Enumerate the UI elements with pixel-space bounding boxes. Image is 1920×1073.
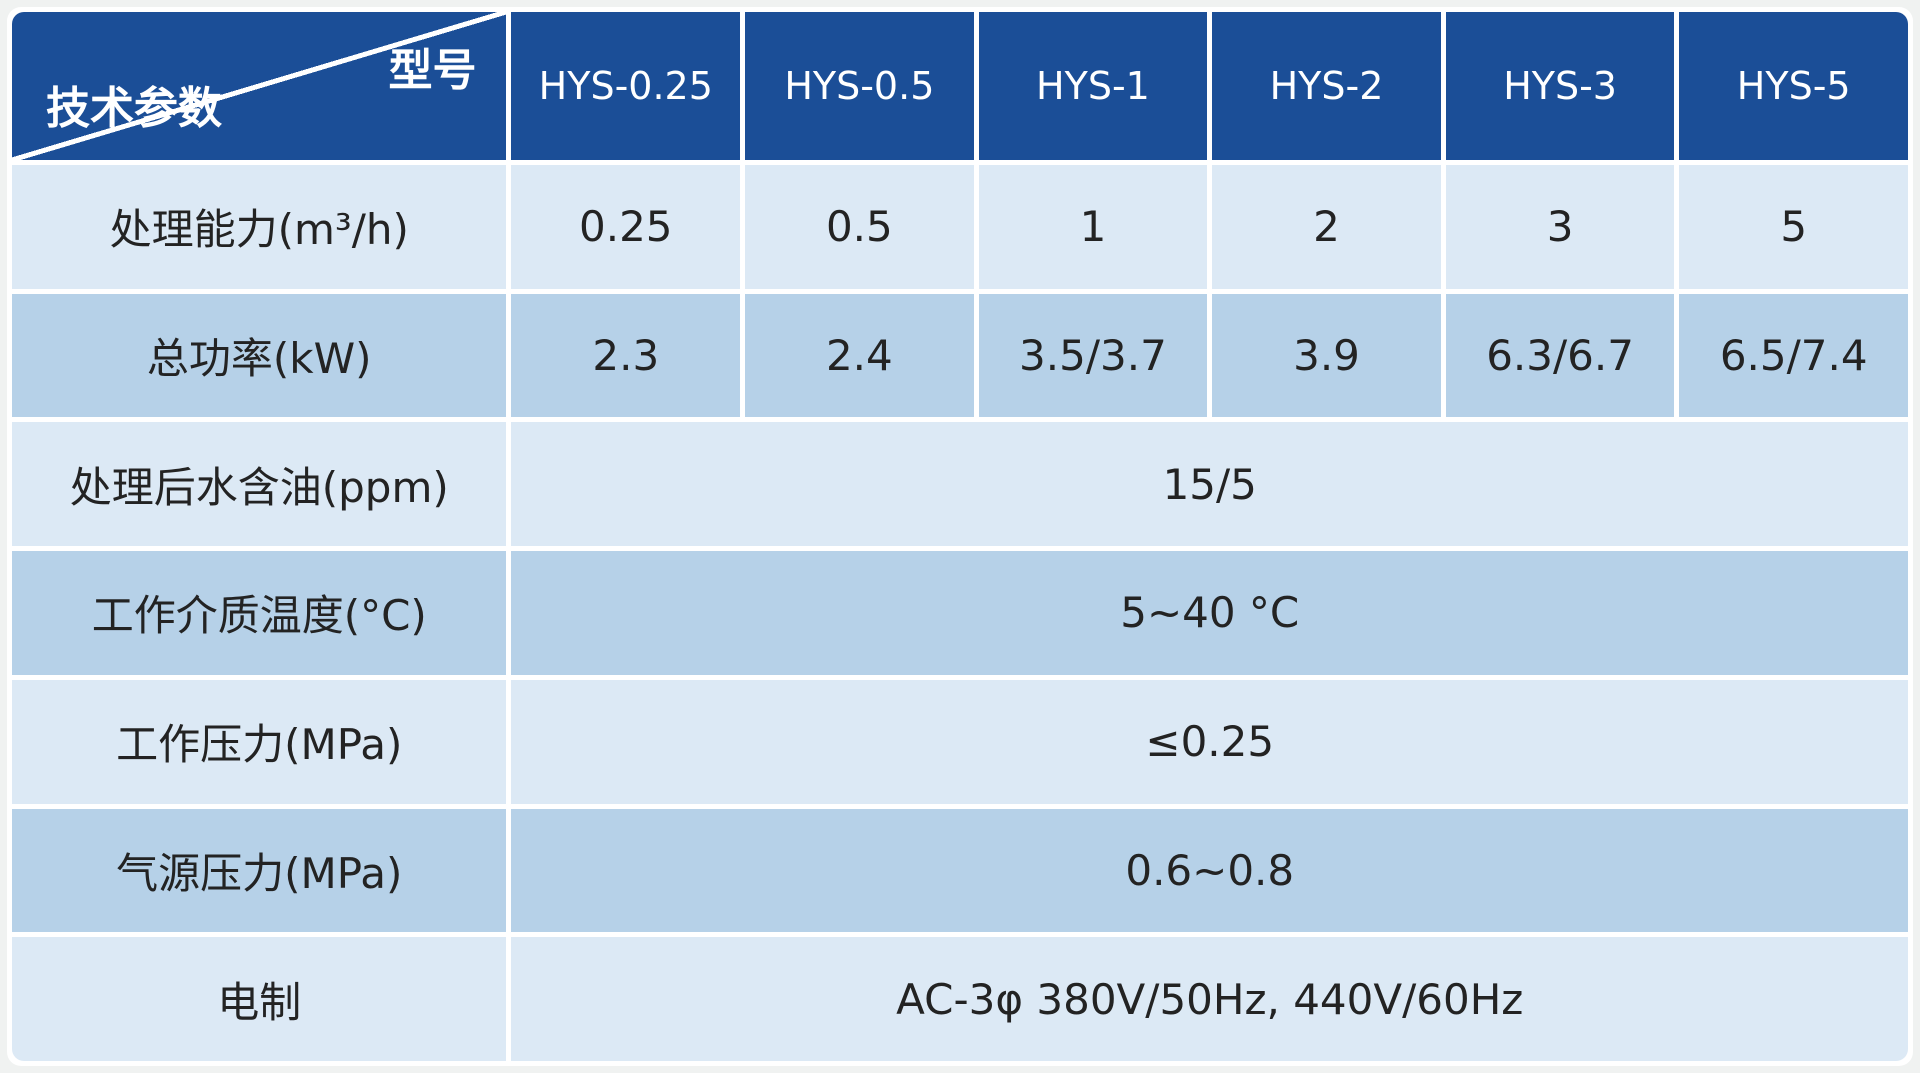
row-label-electrical-system: 电制 xyxy=(12,937,507,1061)
working-pressure-value: ≤0.25 xyxy=(511,679,1908,804)
medium-temperature-value: 5~40 °C xyxy=(511,551,1908,675)
power-value-hys-0-5: 2.4 xyxy=(745,293,974,418)
table-row-capacity: 处理能力(m³/h) 0.25 0.5 1 2 3 5 xyxy=(12,165,1908,289)
row-label-total-power: 总功率(kW) xyxy=(12,293,507,418)
capacity-value-hys-2: 2 xyxy=(1212,165,1441,289)
row-label-medium-temperature: 工作介质温度(°C) xyxy=(12,551,507,675)
table-row-air-pressure: 气源压力(MPa) 0.6~0.8 xyxy=(12,808,1908,933)
power-value-hys-0-25: 2.3 xyxy=(511,293,741,418)
capacity-value-hys-3: 3 xyxy=(1445,165,1675,289)
technical-parameters-table: 型号 技术参数 HYS-0.25 HYS-0.5 HYS-1 HYS-2 HYS… xyxy=(7,7,1913,1066)
oil-content-value: 15/5 xyxy=(511,422,1908,547)
table-row-total-power: 总功率(kW) 2.3 2.4 3.5/3.7 3.9 6.3/6.7 6.5/… xyxy=(12,293,1908,418)
power-value-hys-3: 6.3/6.7 xyxy=(1445,293,1675,418)
column-header-hys-5: HYS-5 xyxy=(1679,12,1908,160)
capacity-value-hys-5: 5 xyxy=(1679,165,1908,289)
corner-header-cell: 型号 技术参数 xyxy=(12,12,507,160)
row-label-working-pressure: 工作压力(MPa) xyxy=(12,679,507,804)
column-header-hys-3: HYS-3 xyxy=(1445,12,1675,160)
electrical-system-value: AC-3φ 380V/50Hz, 440V/60Hz xyxy=(511,937,1908,1061)
capacity-value-hys-0-5: 0.5 xyxy=(745,165,974,289)
column-header-hys-1: HYS-1 xyxy=(978,12,1208,160)
power-value-hys-5: 6.5/7.4 xyxy=(1679,293,1908,418)
air-pressure-value: 0.6~0.8 xyxy=(511,808,1908,933)
row-label-oil-content: 处理后水含油(ppm) xyxy=(12,422,507,547)
table-row-oil-content: 处理后水含油(ppm) 15/5 xyxy=(12,422,1908,547)
capacity-value-hys-1: 1 xyxy=(978,165,1208,289)
capacity-value-hys-0-25: 0.25 xyxy=(511,165,741,289)
table-row-medium-temperature: 工作介质温度(°C) 5~40 °C xyxy=(12,551,1908,675)
column-header-hys-0-25: HYS-0.25 xyxy=(511,12,741,160)
table-row-electrical-system: 电制 AC-3φ 380V/50Hz, 440V/60Hz xyxy=(12,937,1908,1061)
header-row: 型号 技术参数 HYS-0.25 HYS-0.5 HYS-1 HYS-2 HYS… xyxy=(12,12,1908,160)
column-header-hys-2: HYS-2 xyxy=(1212,12,1441,160)
power-value-hys-1: 3.5/3.7 xyxy=(978,293,1208,418)
power-value-hys-2: 3.9 xyxy=(1212,293,1441,418)
column-header-hys-0-5: HYS-0.5 xyxy=(745,12,974,160)
corner-label-tech-params: 技术参数 xyxy=(46,83,222,134)
row-label-capacity: 处理能力(m³/h) xyxy=(12,165,507,289)
corner-label-model: 型号 xyxy=(388,45,477,96)
table-row-working-pressure: 工作压力(MPa) ≤0.25 xyxy=(12,679,1908,804)
row-label-air-pressure: 气源压力(MPa) xyxy=(12,808,507,933)
